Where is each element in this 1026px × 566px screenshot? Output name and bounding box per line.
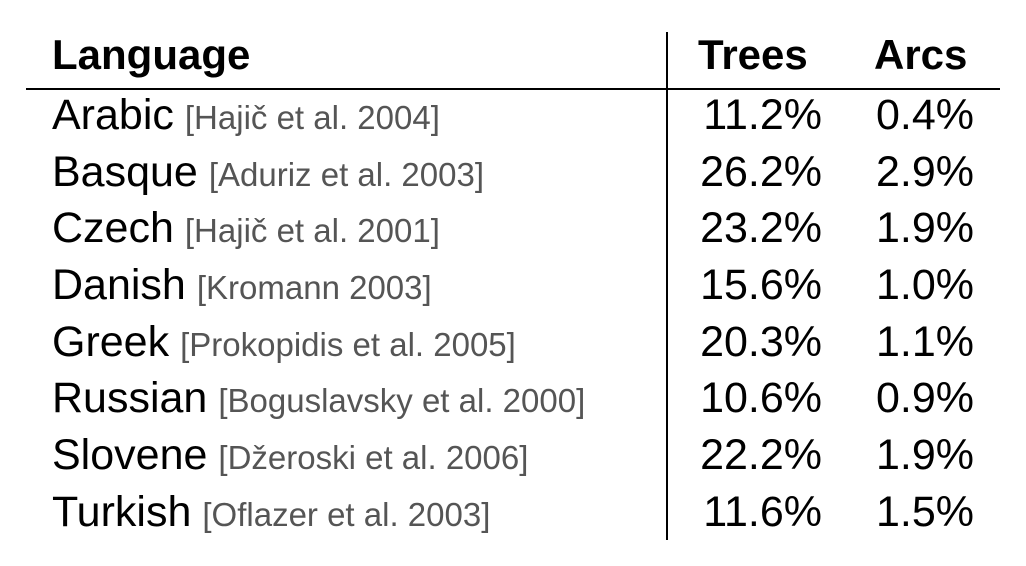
table-row: Arabic [Hajič et al. 2004] 11.2% 0.4% [0,90,1026,147]
language-name: Russian [52,374,208,423]
table-body: Arabic [Hajič et al. 2004] 11.2% 0.4% Bas… [0,90,1026,544]
trees-cell: 15.6% [700,261,822,310]
header-arcs: Arcs [874,31,968,78]
language-cell: Arabic [Hajič et al. 2004] [52,90,440,150]
language-name: Basque [52,147,198,196]
header-trees: Trees [698,31,808,78]
arcs-cell: 1.9% [875,204,974,253]
table-row: Czech [Hajič et al. 2001] 23.2% 1.9% [0,203,1026,260]
table-row: Russian [Boguslavsky et al. 2000] 10.6% 0… [0,373,1026,430]
language-cell: Turkish [Oflazer et al. 2003] [52,487,490,547]
language-citation: [Hajič et al. 2004] [184,99,440,136]
language-name: Czech [52,204,174,253]
language-cell: Danish [Kromann 2003] [52,260,432,320]
trees-cell: 23.2% [700,204,822,253]
language-name: Arabic [52,91,174,139]
table-row: Danish [Kromann 2003] 15.6% 1.0% [0,260,1026,317]
language-name: Turkish [52,487,192,536]
arcs-cell: 0.9% [875,374,974,423]
arcs-cell: 1.9% [875,431,974,480]
language-citation: [Hajič et al. 2001] [184,212,440,250]
trees-cell: 11.6% [703,487,822,536]
language-cell: Basque [Aduriz et al. 2003] [52,147,484,207]
trees-cell: 22.2% [700,431,822,480]
arcs-cell: 0.4% [875,91,974,139]
trees-cell: 11.2% [703,91,822,139]
arcs-cell: 1.5% [875,487,974,536]
table-row: Slovene [Džeroski et al. 2006] 22.2% 1.9% [0,430,1026,487]
language-citation: [Boguslavsky et al. 2000] [218,382,586,420]
language-cell: Greek [Prokopidis et al. 2005] [52,317,516,377]
table-row: Turkish [Oflazer et al. 2003] 11.6% 1.5% [0,487,1026,544]
trees-cell: 20.3% [700,317,822,366]
arcs-cell: 1.1% [875,317,974,366]
trees-cell: 26.2% [700,147,822,196]
language-citation: [Prokopidis et al. 2005] [180,325,516,363]
language-citation: [Aduriz et al. 2003] [208,155,485,193]
language-cell: Czech [Hajič et al. 2001] [52,203,440,263]
trees-cell: 10.6% [700,374,822,423]
language-name: Slovene [52,431,208,480]
language-citation: [Kromann 2003] [196,269,432,307]
table-row: Greek [Prokopidis et al. 2005] 20.3% 1.1% [0,317,1026,374]
table-header: Language Trees Arcs [0,30,1026,80]
language-citation: [Džeroski et al. 2006] [218,439,529,477]
language-name: Greek [52,317,170,366]
language-cell: Russian [Boguslavsky et al. 2000] [52,373,585,433]
table-row: Basque [Aduriz et al. 2003] 26.2% 2.9% [0,147,1026,204]
language-citation: [Oflazer et al. 2003] [202,495,491,533]
header-rule [26,88,1000,90]
arcs-cell: 1.0% [875,261,974,310]
arcs-cell: 2.9% [875,147,974,196]
language-name: Danish [52,261,186,310]
language-cell: Slovene [Džeroski et al. 2006] [52,430,528,490]
column-separator [666,32,668,540]
header-language: Language [52,31,251,78]
